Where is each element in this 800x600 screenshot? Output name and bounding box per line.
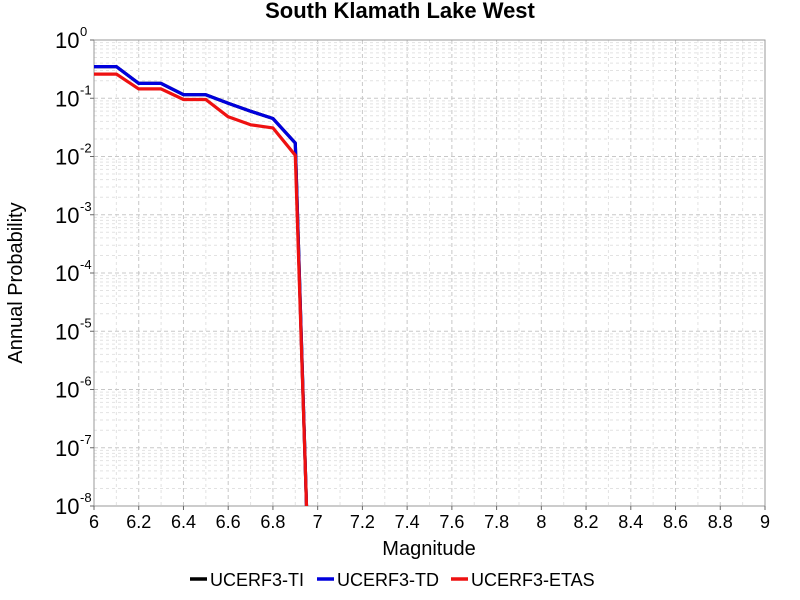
y-tick-base: 10	[55, 86, 79, 111]
y-tick-base: 10	[55, 261, 79, 286]
y-tick-label: 10 -6	[55, 374, 92, 403]
y-tick-label: 10 0	[55, 24, 87, 53]
x-tick-label: 9	[760, 512, 770, 532]
x-tick-label: 7.2	[350, 512, 375, 532]
legend-label: UCERF3-TI	[210, 570, 304, 590]
x-tick-label: 7	[313, 512, 323, 532]
x-tick-label: 6.4	[171, 512, 196, 532]
y-tick-exponent: -2	[80, 141, 92, 156]
y-tick-label: 10 -4	[55, 257, 92, 286]
x-axis-ticks: 6 6.2 6.4 6.6 6.8 7 7.2 7.4 7.6 7.8 8 8.2 8.4 8.6 8.8 9	[89, 506, 770, 532]
series-group	[94, 64, 309, 507]
x-tick-label: 7.6	[439, 512, 464, 532]
y-tick-base: 10	[55, 28, 79, 53]
y-tick-exponent: -6	[80, 374, 92, 389]
y-tick-base: 10	[55, 145, 79, 170]
x-tick-label: 6.2	[126, 512, 151, 532]
x-tick-label: 6.6	[216, 512, 241, 532]
x-tick-label: 6	[89, 512, 99, 532]
x-tick-label: 7.4	[395, 512, 420, 532]
legend-item: UCERF3-ETAS	[451, 570, 595, 590]
x-axis-label: Magnitude	[382, 538, 475, 560]
legend-item: UCERF3-TI	[190, 570, 304, 590]
x-tick-label: 8.8	[708, 512, 733, 532]
legend-label: UCERF3-TD	[337, 570, 439, 590]
y-tick-label: 10 -2	[55, 141, 92, 170]
y-tick-label: 10 -8	[55, 490, 92, 519]
y-tick-label: 10 -7	[55, 432, 92, 461]
legend-item: UCERF3-TD	[317, 570, 439, 590]
legend-label: UCERF3-ETAS	[471, 570, 595, 590]
y-tick-base: 10	[55, 378, 79, 403]
y-axis-label: Annual Probability	[5, 202, 27, 363]
x-tick-label: 8.4	[618, 512, 643, 532]
legend: UCERF3-TI UCERF3-TD UCERF3-ETAS	[190, 570, 595, 590]
chart-title: South Klamath Lake West	[265, 0, 535, 23]
x-tick-label: 8	[536, 512, 546, 532]
y-tick-base: 10	[55, 203, 79, 228]
x-tick-label: 8.6	[663, 512, 688, 532]
y-tick-label: 10 -3	[55, 199, 92, 228]
y-tick-base: 10	[55, 319, 79, 344]
x-tick-label: 6.8	[260, 512, 285, 532]
y-tick-exponent: -3	[80, 199, 92, 214]
y-tick-exponent: -1	[80, 82, 92, 97]
y-tick-exponent: -7	[80, 432, 92, 447]
x-tick-label: 7.8	[484, 512, 509, 532]
x-tick-label: 8.2	[574, 512, 599, 532]
y-tick-exponent: -4	[80, 257, 92, 272]
y-tick-base: 10	[55, 494, 79, 519]
y-tick-label: 10 -5	[55, 315, 92, 344]
y-tick-exponent: -5	[80, 315, 92, 330]
y-tick-base: 10	[55, 436, 79, 461]
y-tick-exponent: -8	[80, 490, 92, 505]
y-tick-exponent: 0	[80, 24, 87, 39]
series-line-ucerf3-td	[94, 64, 309, 507]
grid	[93, 40, 766, 507]
y-tick-label: 10 -1	[55, 82, 92, 111]
series-line-ucerf3-etas	[94, 72, 309, 507]
